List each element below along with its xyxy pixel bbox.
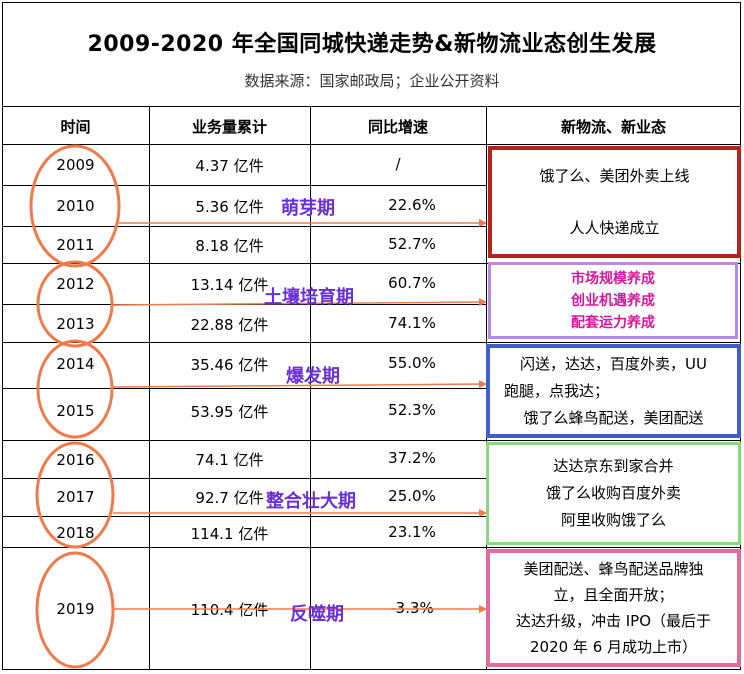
grid-line bbox=[2, 388, 487, 389]
stage-label-burst: 爆发期 bbox=[286, 366, 340, 387]
grid-line bbox=[2, 547, 741, 548]
event-line: 配套运力养成 bbox=[571, 314, 655, 331]
volume-cell: 110.4 亿件 bbox=[190, 601, 269, 619]
grid-line bbox=[2, 263, 741, 264]
events-box-consolidate: 达达京东到家合并 饿了么收购百度外卖 阿里收购饿了么 bbox=[486, 442, 741, 545]
volume-cell: 5.36 亿件 bbox=[195, 198, 264, 216]
period-circle bbox=[36, 260, 114, 348]
grid-line bbox=[310, 106, 311, 670]
year-cell: 2015 bbox=[56, 402, 95, 420]
event-line: 达达升级，冲击 IPO（最后于 bbox=[515, 612, 712, 630]
year-cell: 2011 bbox=[56, 236, 95, 254]
growth-cell: 52.7% bbox=[388, 235, 436, 253]
stage-label-soil: 土壤培育期 bbox=[264, 287, 354, 308]
year-cell: 2013 bbox=[56, 315, 95, 333]
grid-line bbox=[2, 226, 487, 227]
event-line: 跑腿，点我达； bbox=[504, 381, 610, 400]
growth-cell: 23.1% bbox=[388, 523, 436, 541]
event-line: 美团配送、蜂鸟配送品牌独 bbox=[523, 560, 704, 578]
growth-cell: 25.0% bbox=[388, 487, 436, 505]
volume-cell: 13.14 亿件 bbox=[190, 276, 269, 294]
source-note: 数据来源：国家邮政局；企业公开资料 bbox=[244, 72, 500, 90]
event-line: 创业机遇养成 bbox=[571, 292, 655, 309]
volume-cell: 92.7 亿件 bbox=[195, 489, 264, 507]
grid-line bbox=[2, 440, 741, 441]
year-cell: 2019 bbox=[56, 600, 95, 618]
stage-label-consolidate: 整合壮大期 bbox=[266, 491, 356, 512]
header-new-business: 新物流、新业态 bbox=[560, 118, 666, 136]
events-box-backlash: 美团配送、蜂鸟配送品牌独 立，且全面开放； 达达升级，冲击 IPO（最后于 20… bbox=[486, 549, 741, 667]
stage-label-sprout: 萌芽期 bbox=[281, 198, 335, 219]
stage-label-backlash: 反噬期 bbox=[290, 604, 344, 625]
year-cell: 2014 bbox=[56, 355, 95, 373]
event-line: 闪送，达达，百度外卖，UU bbox=[520, 354, 707, 373]
growth-cell: 52.3% bbox=[388, 401, 436, 419]
growth-cell: 22.6% bbox=[388, 196, 436, 214]
year-cell: 2010 bbox=[56, 197, 95, 215]
volume-cell: 4.37 亿件 bbox=[195, 157, 264, 175]
period-circle bbox=[36, 339, 114, 439]
grid-line bbox=[2, 478, 487, 479]
grid-line bbox=[2, 185, 487, 186]
event-line: 2020 年 6 月成功上市） bbox=[529, 638, 698, 656]
growth-cell: / bbox=[395, 155, 401, 173]
period-circle bbox=[35, 551, 115, 669]
event-line: 人人快递成立 bbox=[569, 218, 660, 237]
volume-cell: 53.95 亿件 bbox=[190, 403, 269, 421]
arrow-line bbox=[111, 298, 487, 307]
growth-cell: -3.3% bbox=[390, 599, 434, 617]
event-line: 立，且全面开放； bbox=[553, 586, 674, 604]
events-box-burst: 闪送，达达，百度外卖，UU 跑腿，点我达； 饿了么蜂鸟配送，美团配送 bbox=[486, 344, 741, 438]
growth-cell: 55.0% bbox=[388, 354, 436, 372]
grid-line bbox=[2, 516, 487, 517]
event-line: 达达京东到家合并 bbox=[553, 457, 674, 475]
page-title: 2009-2020 年全国同城快递走势&新物流业态创生发展 bbox=[87, 32, 657, 57]
growth-cell: 74.1% bbox=[388, 314, 436, 332]
period-circle bbox=[35, 441, 115, 549]
growth-cell: 60.7% bbox=[388, 274, 436, 292]
volume-cell: 35.46 亿件 bbox=[190, 356, 269, 374]
event-line: 市场规模养成 bbox=[571, 270, 655, 287]
year-cell: 2016 bbox=[56, 451, 95, 469]
year-cell: 2009 bbox=[56, 156, 95, 174]
volume-cell: 22.88 亿件 bbox=[190, 316, 269, 334]
period-circle bbox=[29, 144, 121, 268]
year-cell: 2012 bbox=[56, 275, 95, 293]
header-time: 时间 bbox=[60, 118, 91, 136]
grid-line bbox=[2, 144, 741, 145]
volume-cell: 8.18 亿件 bbox=[195, 237, 264, 255]
year-cell: 2017 bbox=[56, 488, 95, 506]
event-line: 饿了么、美团外卖上线 bbox=[539, 166, 690, 185]
year-cell: 2018 bbox=[56, 524, 95, 542]
header-growth: 同比增速 bbox=[367, 118, 428, 136]
arrow-line bbox=[111, 380, 487, 389]
grid-line bbox=[149, 106, 150, 670]
event-line: 饿了么蜂鸟配送，美团配送 bbox=[523, 408, 704, 427]
events-box-soil: 市场规模养成 创业机遇养成 配套运力养成 bbox=[488, 262, 738, 339]
events-box-sprout: 饿了么、美团外卖上线 人人快递成立 bbox=[488, 146, 741, 258]
event-line: 饿了么收购百度外卖 bbox=[545, 484, 681, 502]
grid-line bbox=[2, 342, 741, 343]
event-line: 阿里收购饿了么 bbox=[560, 511, 666, 529]
header-volume: 业务量累计 bbox=[191, 118, 267, 136]
growth-cell: 37.2% bbox=[388, 449, 436, 467]
grid-line bbox=[2, 106, 741, 107]
volume-cell: 114.1 亿件 bbox=[190, 525, 269, 543]
volume-cell: 74.1 亿件 bbox=[195, 451, 264, 469]
